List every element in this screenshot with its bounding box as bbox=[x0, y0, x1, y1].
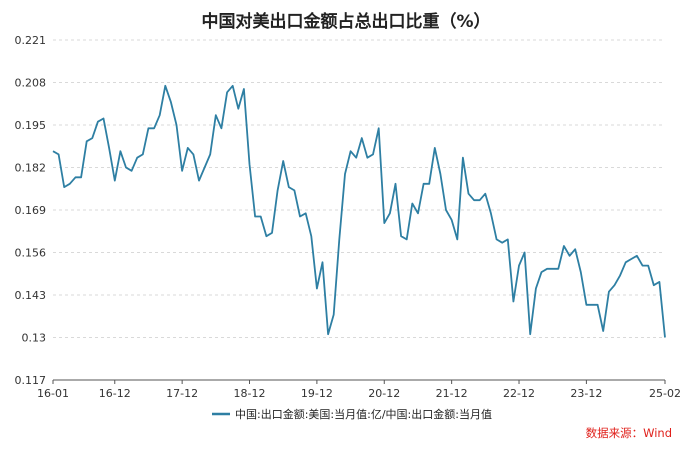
x-axis-tick-labels: 16-01 16-12 17-12 18-12 19-12 20-12 21-12 22-12… bbox=[37, 380, 681, 400]
y-tick-label: 0.13 bbox=[22, 332, 47, 345]
x-tick-label: 20-12 bbox=[368, 387, 400, 400]
gridlines bbox=[53, 39, 665, 338]
x-tick-label: 18-12 bbox=[234, 387, 266, 400]
x-tick-label: 19-12 bbox=[301, 387, 333, 400]
chart-title: 中国对美出口金额占总出口比重（%） bbox=[201, 11, 490, 32]
legend-label: 中国:出口金额:美国:当月值:亿/中国:出口金额:当月值 bbox=[235, 407, 492, 421]
y-tick-label: 0.208 bbox=[15, 77, 47, 90]
y-axis-tick-labels: 0.117 0.13 0.143 0.156 0.169 0.182 0.195 0.208 0… bbox=[15, 34, 47, 387]
x-tick-label: 25-02 bbox=[649, 387, 681, 400]
series-line bbox=[52, 84, 666, 338]
y-tick-label: 0.195 bbox=[15, 119, 47, 132]
x-tick-label: 17-12 bbox=[166, 387, 198, 400]
y-tick-label: 0.117 bbox=[15, 374, 47, 387]
source-note: 数据来源：Wind bbox=[586, 426, 672, 440]
y-tick-label: 0.143 bbox=[15, 289, 47, 302]
x-tick-label: 21-12 bbox=[436, 387, 468, 400]
x-tick-label: 23-12 bbox=[570, 387, 602, 400]
x-tick-label: 16-01 bbox=[37, 387, 69, 400]
y-tick-label: 0.182 bbox=[15, 162, 47, 175]
y-tick-label: 0.221 bbox=[15, 34, 47, 47]
x-tick-label: 16-12 bbox=[99, 387, 131, 400]
y-tick-label: 0.156 bbox=[15, 247, 47, 260]
y-tick-label: 0.169 bbox=[15, 204, 47, 217]
series-layer bbox=[52, 84, 666, 338]
legend: 中国:出口金额:美国:当月值:亿/中国:出口金额:当月值 bbox=[212, 407, 492, 421]
x-tick-label: 22-12 bbox=[503, 387, 535, 400]
